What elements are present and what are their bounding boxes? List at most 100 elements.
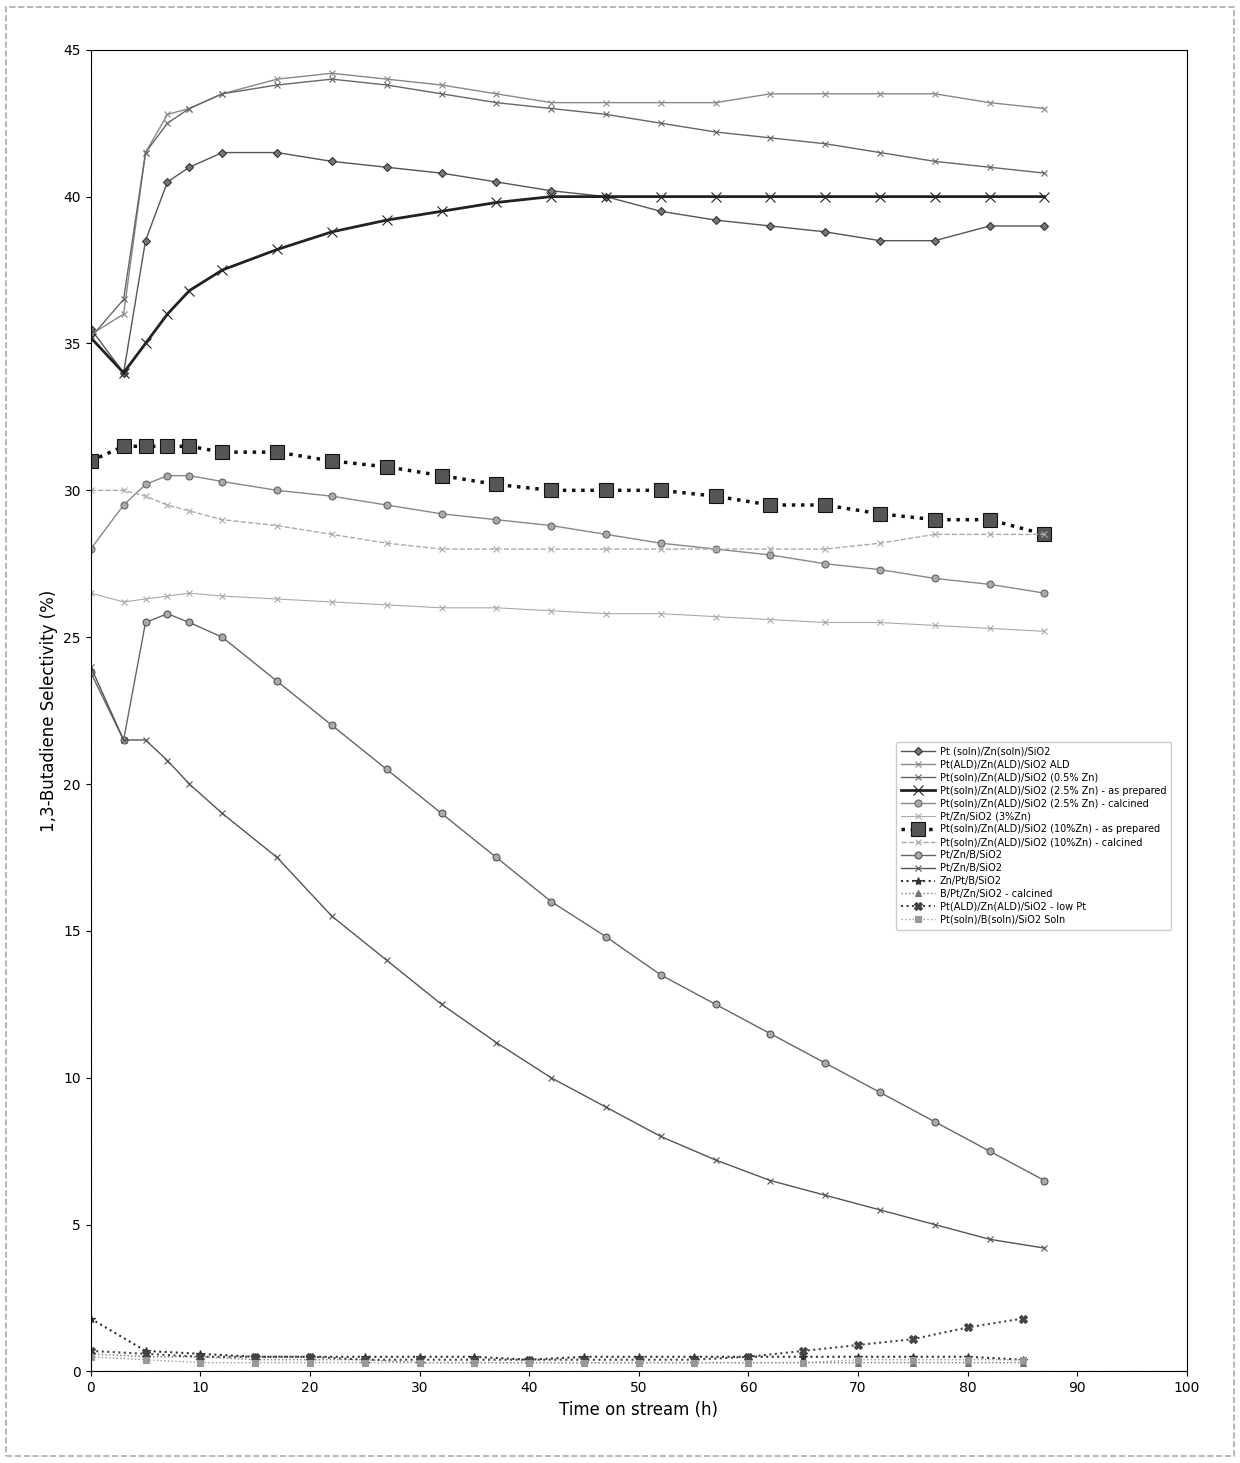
Pt/Zn/B/SiO2 <box>215 629 229 647</box>
Pt(soln)/Zn(ALD)/SiO2 (10%Zn) - as prepared <box>708 487 723 505</box>
Pt/Zn/B/SiO2 <box>1037 1239 1052 1257</box>
Pt/Zn/B/SiO2 <box>763 1172 777 1189</box>
Zn/Pt/B/SiO2 <box>303 1347 317 1365</box>
Zn/Pt/B/SiO2 <box>193 1344 208 1362</box>
Pt (soln)/Zn(soln)/SiO2 <box>117 364 131 382</box>
Pt(soln)/Zn(ALD)/SiO2 (0.5% Zn) <box>182 99 197 117</box>
Pt(ALD)/Zn(ALD)/SiO2 - low Pt <box>631 1350 646 1368</box>
Pt(ALD)/Zn(ALD)/SiO2 - low Pt <box>960 1318 975 1336</box>
Pt/Zn/B/SiO2 <box>489 849 503 866</box>
Pt/Zn/B/SiO2 <box>182 775 197 793</box>
Pt(soln)/Zn(ALD)/SiO2 (2.5% Zn) - as prepared <box>325 222 340 240</box>
Pt/Zn/SiO2 (3%Zn) <box>818 613 833 631</box>
Zn/Pt/B/SiO2 <box>467 1347 482 1365</box>
Pt/Zn/B/SiO2 <box>269 673 284 691</box>
Pt (soln)/Zn(soln)/SiO2 <box>269 143 284 161</box>
Pt(soln)/Zn(ALD)/SiO2 (2.5% Zn) - as prepared <box>434 202 449 219</box>
Pt(soln)/Zn(ALD)/SiO2 (10%Zn) - calcined <box>160 496 175 514</box>
Pt(ALD)/Zn(ALD)/SiO2 - low Pt <box>1016 1309 1030 1327</box>
Pt/Zn/SiO2 (3%Zn) <box>160 587 175 604</box>
Pt/Zn/SiO2 (3%Zn) <box>138 590 153 607</box>
B/Pt/Zn/SiO2 - calcined <box>303 1350 317 1368</box>
Pt/Zn/B/SiO2 <box>160 752 175 770</box>
B/Pt/Zn/SiO2 - calcined <box>138 1347 153 1365</box>
Pt(ALD)/Zn(ALD)/SiO2 ALD <box>379 70 394 88</box>
Pt(ALD)/Zn(ALD)/SiO2 - low Pt <box>248 1347 263 1365</box>
Pt(soln)/Zn(ALD)/SiO2 (10%Zn) - calcined <box>379 534 394 552</box>
Pt(soln)/Zn(ALD)/SiO2 (10%Zn) - calcined <box>599 540 614 557</box>
Line: Pt(soln)/B(soln)/SiO2 Soln: Pt(soln)/B(soln)/SiO2 Soln <box>88 1353 1025 1365</box>
Pt/Zn/B/SiO2 <box>543 892 558 910</box>
Pt(soln)/Zn(ALD)/SiO2 (10%Zn) - as prepared <box>763 496 777 514</box>
Pt(soln)/B(soln)/SiO2 Soln <box>742 1353 756 1371</box>
Pt(soln)/B(soln)/SiO2 Soln <box>796 1353 811 1371</box>
Pt(ALD)/Zn(ALD)/SiO2 - low Pt <box>412 1350 427 1368</box>
Zn/Pt/B/SiO2 <box>83 1309 98 1327</box>
Pt(ALD)/Zn(ALD)/SiO2 ALD <box>599 94 614 111</box>
Pt (soln)/Zn(soln)/SiO2 <box>928 233 942 250</box>
Pt(soln)/Zn(ALD)/SiO2 (0.5% Zn) <box>873 143 888 161</box>
Pt(soln)/Zn(ALD)/SiO2 (0.5% Zn) <box>1037 164 1052 181</box>
Pt(soln)/Zn(ALD)/SiO2 (10%Zn) - as prepared <box>599 481 614 499</box>
Pt(ALD)/Zn(ALD)/SiO2 ALD <box>215 85 229 102</box>
Pt (soln)/Zn(soln)/SiO2 <box>182 158 197 176</box>
Pt(soln)/Zn(ALD)/SiO2 (0.5% Zn) <box>599 105 614 123</box>
Pt(soln)/Zn(ALD)/SiO2 (2.5% Zn) - as prepared <box>269 241 284 259</box>
Pt(soln)/Zn(ALD)/SiO2 (2.5% Zn) - calcined <box>763 546 777 563</box>
Pt(soln)/Zn(ALD)/SiO2 (10%Zn) - calcined <box>117 481 131 499</box>
Pt/Zn/B/SiO2 <box>182 613 197 631</box>
Pt(soln)/Zn(ALD)/SiO2 (10%Zn) - calcined <box>269 516 284 534</box>
Pt(soln)/Zn(ALD)/SiO2 (2.5% Zn) - calcined <box>325 487 340 505</box>
Zn/Pt/B/SiO2 <box>412 1347 427 1365</box>
Pt (soln)/Zn(soln)/SiO2 <box>489 173 503 190</box>
Pt/Zn/SiO2 (3%Zn) <box>1037 623 1052 641</box>
Pt/Zn/B/SiO2 <box>982 1143 997 1160</box>
Pt (soln)/Zn(soln)/SiO2 <box>160 173 175 190</box>
Pt(ALD)/Zn(ALD)/SiO2 ALD <box>818 85 833 102</box>
Pt(soln)/Zn(ALD)/SiO2 (10%Zn) - as prepared <box>215 443 229 461</box>
Pt/Zn/SiO2 (3%Zn) <box>653 604 668 622</box>
Pt(soln)/Zn(ALD)/SiO2 (10%Zn) - as prepared <box>818 496 833 514</box>
Pt(soln)/B(soln)/SiO2 Soln <box>1016 1350 1030 1368</box>
Pt(ALD)/Zn(ALD)/SiO2 ALD <box>117 306 131 323</box>
Pt/Zn/B/SiO2 <box>269 849 284 866</box>
Pt(ALD)/Zn(ALD)/SiO2 - low Pt <box>686 1350 701 1368</box>
Pt(soln)/Zn(ALD)/SiO2 (2.5% Zn) - calcined <box>873 560 888 578</box>
Pt(soln)/Zn(ALD)/SiO2 (2.5% Zn) - calcined <box>117 496 131 514</box>
Pt/Zn/SiO2 (3%Zn) <box>599 604 614 622</box>
Pt(ALD)/Zn(ALD)/SiO2 ALD <box>928 85 942 102</box>
Pt(soln)/B(soln)/SiO2 Soln <box>467 1353 482 1371</box>
Pt/Zn/SiO2 (3%Zn) <box>182 584 197 601</box>
Pt(soln)/Zn(ALD)/SiO2 (0.5% Zn) <box>982 158 997 176</box>
Pt(ALD)/Zn(ALD)/SiO2 ALD <box>269 70 284 88</box>
Pt/Zn/B/SiO2 <box>379 951 394 969</box>
Zn/Pt/B/SiO2 <box>522 1350 537 1368</box>
Pt(soln)/B(soln)/SiO2 Soln <box>357 1353 372 1371</box>
Pt(soln)/Zn(ALD)/SiO2 (2.5% Zn) - as prepared <box>138 335 153 353</box>
Pt(soln)/B(soln)/SiO2 Soln <box>83 1347 98 1365</box>
Pt(soln)/Zn(ALD)/SiO2 (10%Zn) - as prepared <box>83 452 98 470</box>
Pt/Zn/SiO2 (3%Zn) <box>543 601 558 619</box>
Pt(soln)/Zn(ALD)/SiO2 (0.5% Zn) <box>325 70 340 88</box>
Pt(soln)/Zn(ALD)/SiO2 (10%Zn) - calcined <box>182 502 197 519</box>
Pt(soln)/Zn(ALD)/SiO2 (2.5% Zn) - as prepared <box>215 262 229 279</box>
B/Pt/Zn/SiO2 - calcined <box>522 1353 537 1371</box>
Pt(soln)/Zn(ALD)/SiO2 (10%Zn) - as prepared <box>543 481 558 499</box>
Pt(soln)/B(soln)/SiO2 Soln <box>248 1353 263 1371</box>
Pt(soln)/Zn(ALD)/SiO2 (2.5% Zn) - calcined <box>434 505 449 522</box>
Pt/Zn/B/SiO2 <box>434 805 449 822</box>
Pt/Zn/SiO2 (3%Zn) <box>763 610 777 628</box>
Pt(soln)/Zn(ALD)/SiO2 (10%Zn) - calcined <box>138 487 153 505</box>
B/Pt/Zn/SiO2 - calcined <box>905 1353 920 1371</box>
Pt/Zn/B/SiO2 <box>543 1069 558 1087</box>
Line: Pt(soln)/Zn(ALD)/SiO2 (0.5% Zn): Pt(soln)/Zn(ALD)/SiO2 (0.5% Zn) <box>88 76 1048 341</box>
Zn/Pt/B/SiO2 <box>138 1342 153 1359</box>
Pt(soln)/Zn(ALD)/SiO2 (10%Zn) - calcined <box>434 540 449 557</box>
Pt (soln)/Zn(soln)/SiO2 <box>379 158 394 176</box>
Pt(soln)/Zn(ALD)/SiO2 (10%Zn) - calcined <box>982 525 997 543</box>
Pt (soln)/Zn(soln)/SiO2 <box>325 152 340 170</box>
Pt/Zn/B/SiO2 <box>489 1034 503 1052</box>
Pt(soln)/Zn(ALD)/SiO2 (2.5% Zn) - as prepared <box>160 306 175 323</box>
Pt(soln)/Zn(ALD)/SiO2 (2.5% Zn) - calcined <box>818 554 833 572</box>
Pt (soln)/Zn(soln)/SiO2 <box>1037 217 1052 234</box>
